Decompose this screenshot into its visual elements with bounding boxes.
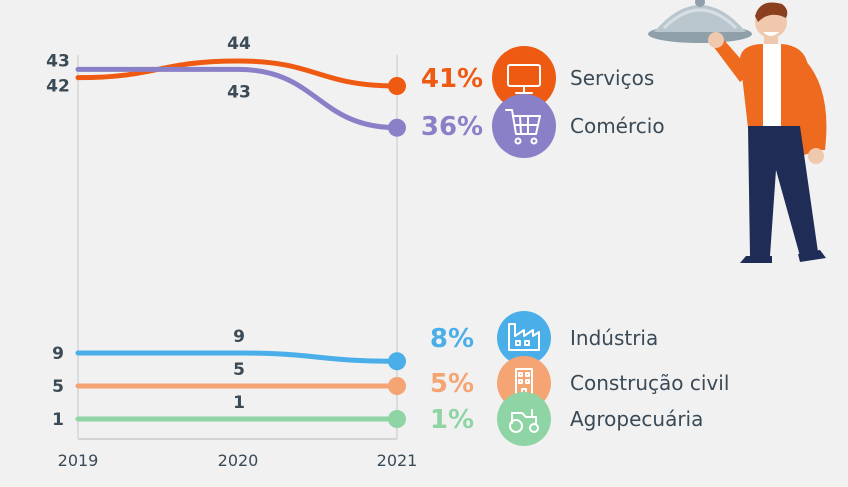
series-end-point-0 <box>388 77 406 95</box>
series-line-1 <box>75 66 400 131</box>
waiter-illustration <box>648 0 827 263</box>
series-end-point-1 <box>388 118 406 137</box>
sector-label-2: Indústria <box>570 326 658 350</box>
value-label-3-2019: 5 <box>52 377 64 397</box>
series-end-point-4 <box>388 410 406 428</box>
x-tick-label-2020: 2020 <box>218 451 259 470</box>
sector-label-4: Agropecuária <box>570 407 703 431</box>
x-tick-label-2021: 2021 <box>377 451 418 470</box>
final-percent-3: 5% <box>430 369 474 399</box>
final-percent-1: 36% <box>421 112 483 142</box>
value-label-4-2020: 1 <box>233 393 245 413</box>
value-label-3-2020: 5 <box>233 360 245 380</box>
factory-icon <box>497 311 551 365</box>
final-percent-4: 1% <box>430 405 474 435</box>
series-line-2 <box>75 350 400 364</box>
series-line-0 <box>75 58 400 89</box>
sector-label-0: Serviços <box>570 66 654 90</box>
value-label-4-2019: 1 <box>52 410 64 430</box>
series-end-point-2 <box>388 352 406 371</box>
value-label-1-2019: 43 <box>46 51 70 71</box>
sector-label-1: Comércio <box>570 114 665 138</box>
series-end-point-3 <box>388 377 406 395</box>
value-label-1-2020: 43 <box>227 82 251 102</box>
value-label-0-2020: 44 <box>227 34 251 54</box>
monitor-icon <box>492 46 556 110</box>
shopping-cart-icon <box>492 94 556 158</box>
value-label-2-2019: 9 <box>52 344 64 364</box>
final-percent-2: 8% <box>430 324 474 354</box>
value-label-2-2020: 9 <box>233 327 245 347</box>
final-percent-0: 41% <box>421 64 483 94</box>
x-tick-label-2019: 2019 <box>58 451 99 470</box>
sector-label-3: Construção civil <box>570 371 729 395</box>
tractor-icon <box>497 392 551 446</box>
value-label-0-2019: 42 <box>46 77 70 97</box>
